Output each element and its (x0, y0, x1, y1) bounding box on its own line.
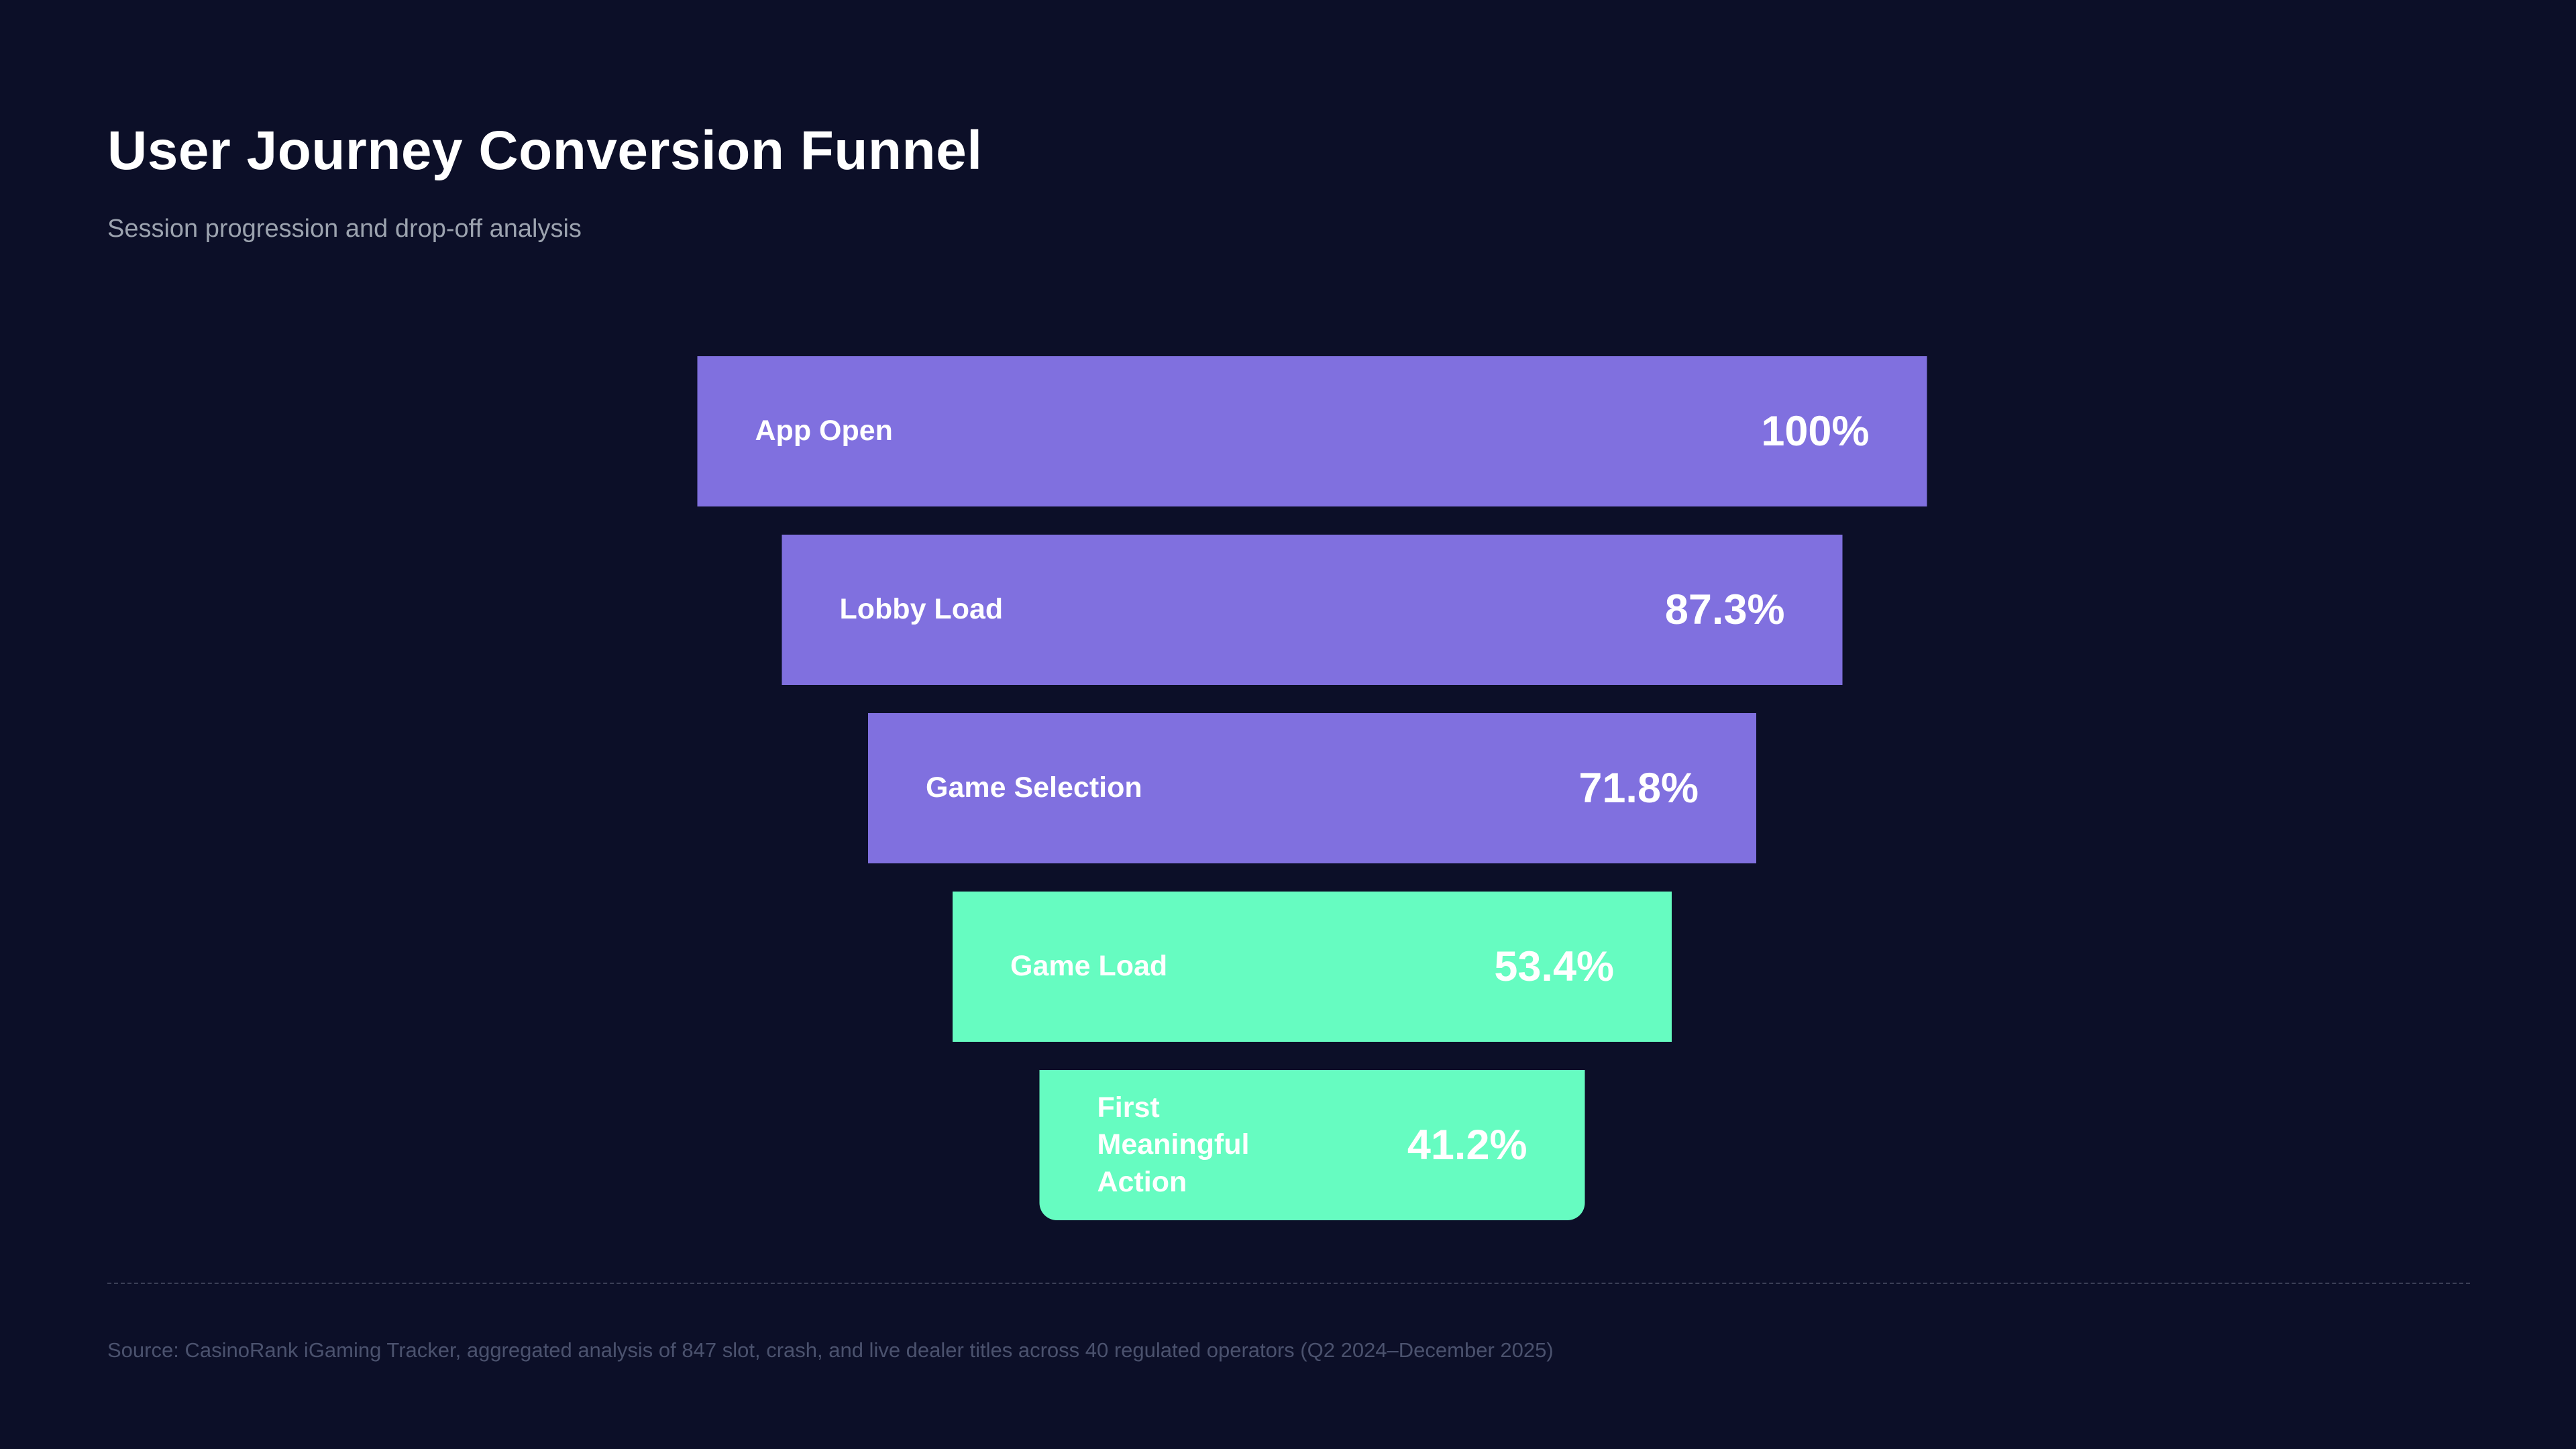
footer-divider (107, 1283, 2470, 1284)
funnel-stage-value: 41.2% (1407, 1122, 1527, 1169)
funnel-stage-value: 100% (1761, 408, 1870, 455)
funnel-bar: Game Load 53.4% (953, 892, 1672, 1042)
funnel-stage-label: First Meaningful Action (1097, 1091, 1250, 1198)
funnel-stage-value: 53.4% (1494, 943, 1614, 990)
funnel-stage-label: Game Selection (926, 771, 1142, 804)
source-note: Source: CasinoRank iGaming Tracker, aggr… (107, 1338, 1554, 1362)
funnel-bar: App Open 100% (697, 356, 1927, 506)
funnel-stage-label: App Open (755, 415, 893, 447)
funnel-stage-value: 87.3% (1664, 586, 1785, 633)
funnel-stage-label: Game Load (1010, 950, 1168, 983)
funnel-bar: Lobby Load 87.3% (782, 535, 1843, 685)
funnel-bar: First Meaningful Action 41.2% (1039, 1070, 1585, 1220)
funnel-stage-value: 71.8% (1578, 765, 1699, 812)
page-subtitle: Session progression and drop-off analysi… (107, 215, 582, 243)
funnel-stage-label: Lobby Load (839, 593, 1004, 626)
page-title: User Journey Conversion Funnel (107, 120, 983, 181)
funnel-bar: Game Selection 71.8% (868, 713, 1756, 863)
